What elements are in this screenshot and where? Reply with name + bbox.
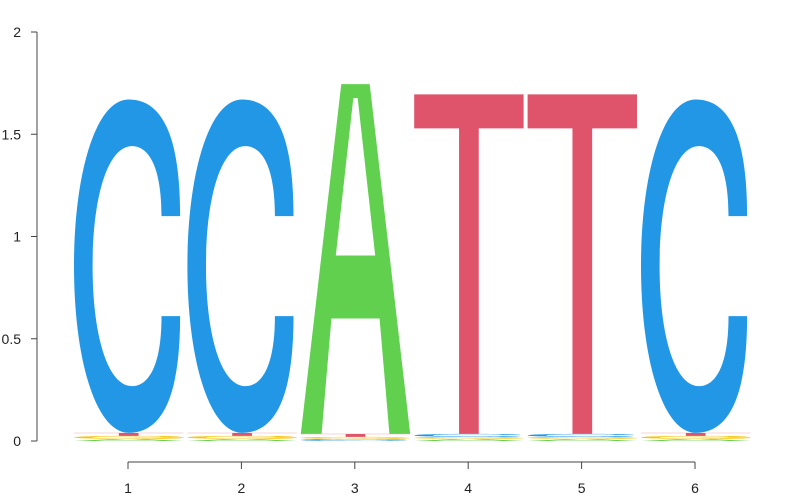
x-tick-label: 4 <box>464 480 472 496</box>
letter-c <box>74 99 181 433</box>
letter-c-minor <box>527 433 634 437</box>
x-tick-label: 6 <box>691 480 699 496</box>
letter-a-minor <box>527 438 637 441</box>
letter-c <box>187 99 294 433</box>
letter-c-minor <box>300 438 407 441</box>
logo-stack <box>187 99 297 441</box>
letter-t-minor <box>300 433 411 437</box>
letter-a-minor <box>414 438 524 441</box>
letter-a <box>300 84 411 434</box>
letter-c-minor <box>414 433 521 437</box>
x-tick-label: 1 <box>124 480 132 496</box>
y-tick-label: 2 <box>13 24 21 40</box>
letter-t <box>527 94 637 434</box>
x-tick-label: 2 <box>238 480 246 496</box>
letter-g-minor <box>300 436 411 439</box>
letter-g-minor <box>414 436 524 439</box>
logo-stacks <box>74 84 751 441</box>
letter-g-minor <box>187 435 297 439</box>
logo-stack <box>641 99 751 441</box>
logo-stack <box>300 84 411 441</box>
letter-t <box>414 94 524 434</box>
letter-g-minor <box>74 435 184 439</box>
y-tick-label: 0.5 <box>2 331 22 347</box>
letter-g-minor <box>641 435 751 439</box>
logo-stack <box>414 94 524 441</box>
y-tick-label: 1.5 <box>2 126 22 142</box>
y-tick-label: 0 <box>13 433 21 449</box>
letter-t-minor <box>74 432 184 436</box>
y-tick-label: 1 <box>13 229 21 245</box>
letter-t-minor <box>187 432 297 436</box>
logo-stack <box>527 94 637 441</box>
x-axis: 1 2 3 4 5 6 <box>124 461 699 496</box>
logo-stack <box>74 99 184 441</box>
x-tick-label: 5 <box>578 480 586 496</box>
letter-a-minor <box>641 438 751 441</box>
x-tick-label: 3 <box>351 480 359 496</box>
y-axis: 0 0.5 1 1.5 2 <box>2 24 38 449</box>
letter-c <box>641 99 748 433</box>
letter-t-minor <box>641 432 751 436</box>
letter-g-minor <box>527 436 637 439</box>
letter-a-minor <box>187 438 297 441</box>
letter-a-minor <box>74 438 184 441</box>
